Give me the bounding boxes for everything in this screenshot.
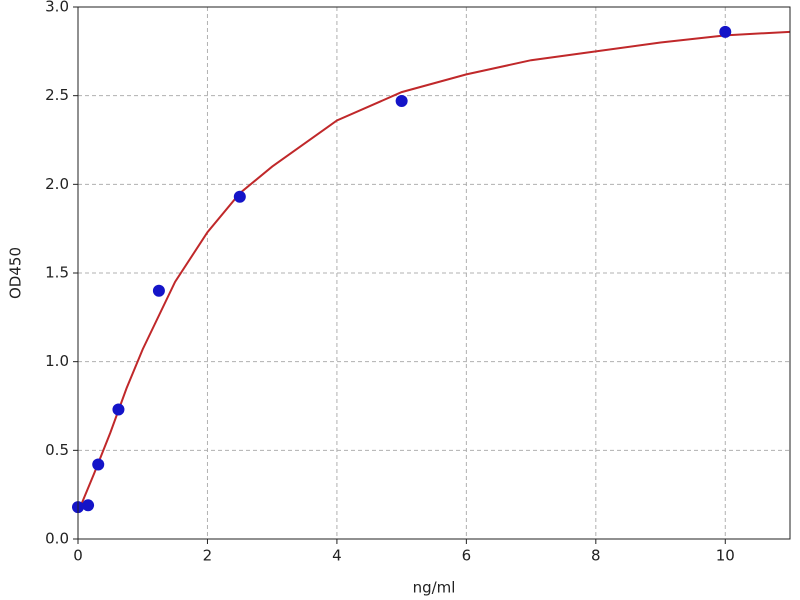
x-tick-label: 8 [591, 547, 601, 565]
x-tick-label: 0 [73, 547, 83, 565]
y-tick-label: 3.0 [45, 0, 69, 16]
y-tick-label: 2.0 [45, 175, 69, 193]
data-point [82, 499, 95, 512]
x-tick-label: 4 [332, 547, 342, 565]
data-point [719, 25, 732, 38]
y-axis-label: OD450 [7, 247, 25, 299]
data-point [395, 94, 408, 107]
x-tick-label: 2 [203, 547, 213, 565]
data-point [112, 403, 125, 416]
x-axis-label: ng/ml [413, 579, 456, 597]
data-point [233, 190, 246, 203]
plot-frame [77, 6, 791, 540]
data-point [152, 284, 165, 297]
y-tick-label: 1.0 [45, 352, 69, 370]
y-tick-label: 2.5 [45, 86, 69, 104]
fit-curve [77, 30, 791, 513]
data-point [92, 458, 105, 471]
y-tick-label: 0.5 [45, 441, 69, 459]
x-tick-label: 10 [716, 547, 735, 565]
y-tick-label: 1.5 [45, 264, 69, 282]
y-tick-label: 0.0 [45, 530, 69, 548]
x-tick-label: 6 [462, 547, 472, 565]
plot-area: 0 2 4 6 8 10 0.0 0.5 1.0 1.5 2.0 2.5 3.0 [45, 0, 791, 565]
